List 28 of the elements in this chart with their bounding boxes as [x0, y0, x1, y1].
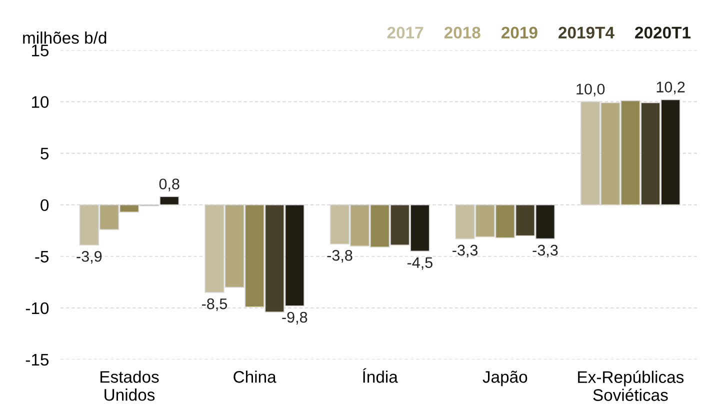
x-tick-label: Estados Unidos — [100, 370, 159, 401]
data-label: 10,2 — [656, 82, 685, 94]
x-tick-label: China — [234, 370, 276, 383]
data-label: -8,5 — [202, 298, 227, 312]
text: 2018 — [444, 26, 480, 39]
data-label: -4,5 — [407, 257, 432, 270]
data-label: -3,3 — [532, 244, 558, 258]
y-tick-label: 5 — [40, 148, 49, 160]
data-label: -3,8 — [327, 250, 352, 263]
y-axis-title: milhões b/d — [23, 32, 106, 44]
y-tick-label: 0 — [40, 199, 49, 212]
data-label: -3,9 — [76, 250, 102, 264]
data-label: 10,0 — [576, 84, 605, 96]
y-tick-label: -10 — [26, 302, 49, 314]
x-tick-label: Índia — [362, 368, 398, 383]
text: 2017 — [387, 26, 424, 39]
data-label: -3,3 — [452, 244, 478, 258]
y-tick-label: -15 — [26, 354, 49, 366]
y-tick-label: 10 — [32, 96, 49, 108]
x-tick-label: Ex-Repúblicas Soviéticas — [578, 370, 684, 401]
y-tick-label: -5 — [35, 250, 49, 263]
text: 2019 — [501, 26, 538, 39]
data-label: -9,8 — [282, 312, 308, 324]
y-tick-label: 15 — [32, 44, 49, 56]
x-tick-label: Japão — [482, 370, 528, 386]
text: 2020T1 — [635, 26, 691, 39]
text: 2019T4 — [558, 26, 614, 39]
data-label: 0,8 — [159, 178, 180, 192]
